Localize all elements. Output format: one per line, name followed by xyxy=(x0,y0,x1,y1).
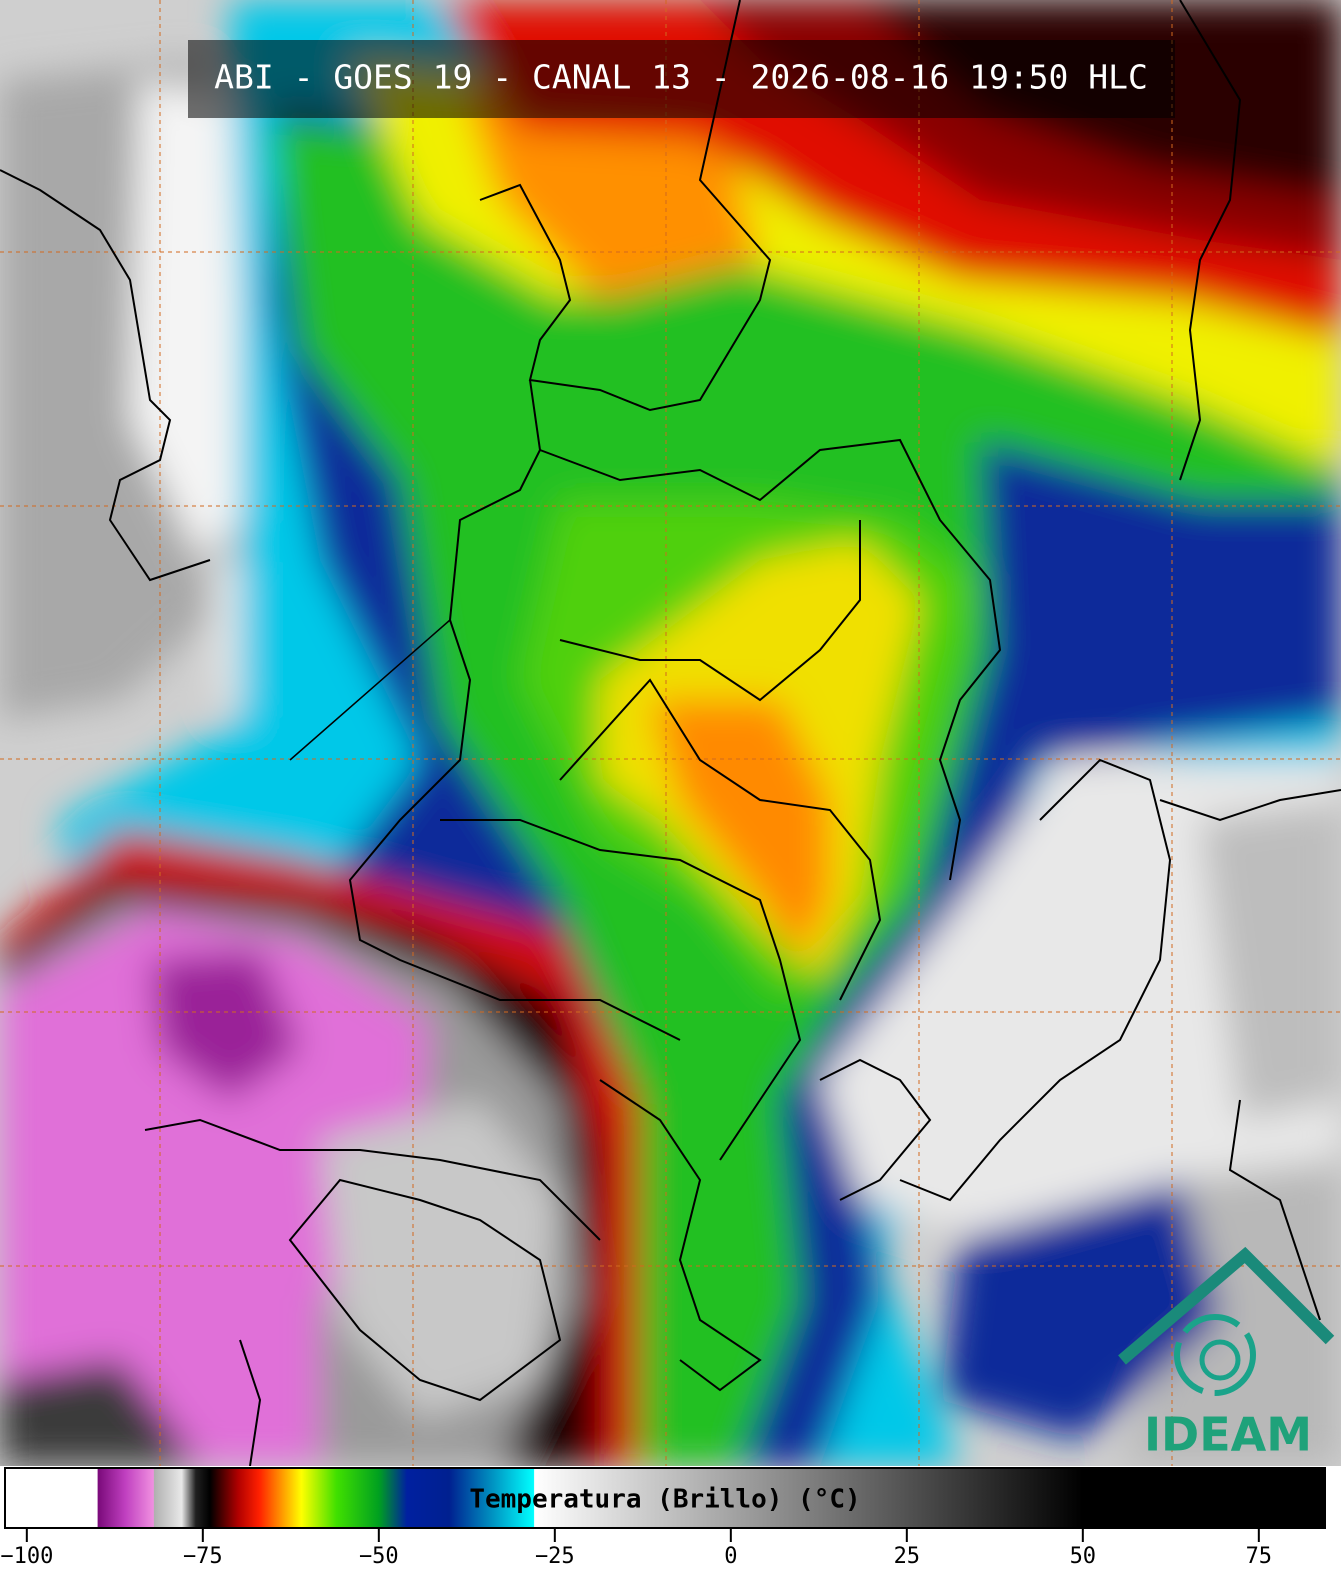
colorbar-tick-label: 50 xyxy=(1070,1544,1097,1569)
title: ABI - GOES 19 - CANAL 13 - 2026-08-16 19… xyxy=(214,58,1148,97)
colorbar-tick-label: −50 xyxy=(359,1544,399,1569)
title-box xyxy=(188,40,1175,118)
colorbar-tick-label: −100 xyxy=(0,1544,53,1569)
colorbar-tick-label: −75 xyxy=(183,1544,223,1569)
colorbar-rect xyxy=(4,1467,1326,1529)
colorbar: Temperatura (Brillo) (°C) −100 −75 −50 −25 0… xyxy=(0,1467,1326,1569)
satellite-image: ABI - GOES 19 - CANAL 13 - 2026-08-16 19… xyxy=(0,0,1341,1466)
boundaries xyxy=(0,0,1341,1466)
logo-text: IDEAM xyxy=(1144,1408,1312,1462)
colorbar-label: Temperatura (Brillo) (°C) xyxy=(469,1485,860,1515)
colorbar-tick-label: 25 xyxy=(894,1544,921,1569)
colorbar-tick-label: 0 xyxy=(724,1544,737,1569)
colorbar-tick-label: 75 xyxy=(1246,1544,1273,1569)
logo: IDEAM xyxy=(1118,1246,1335,1462)
colorbar-tick-label: −25 xyxy=(535,1544,575,1569)
